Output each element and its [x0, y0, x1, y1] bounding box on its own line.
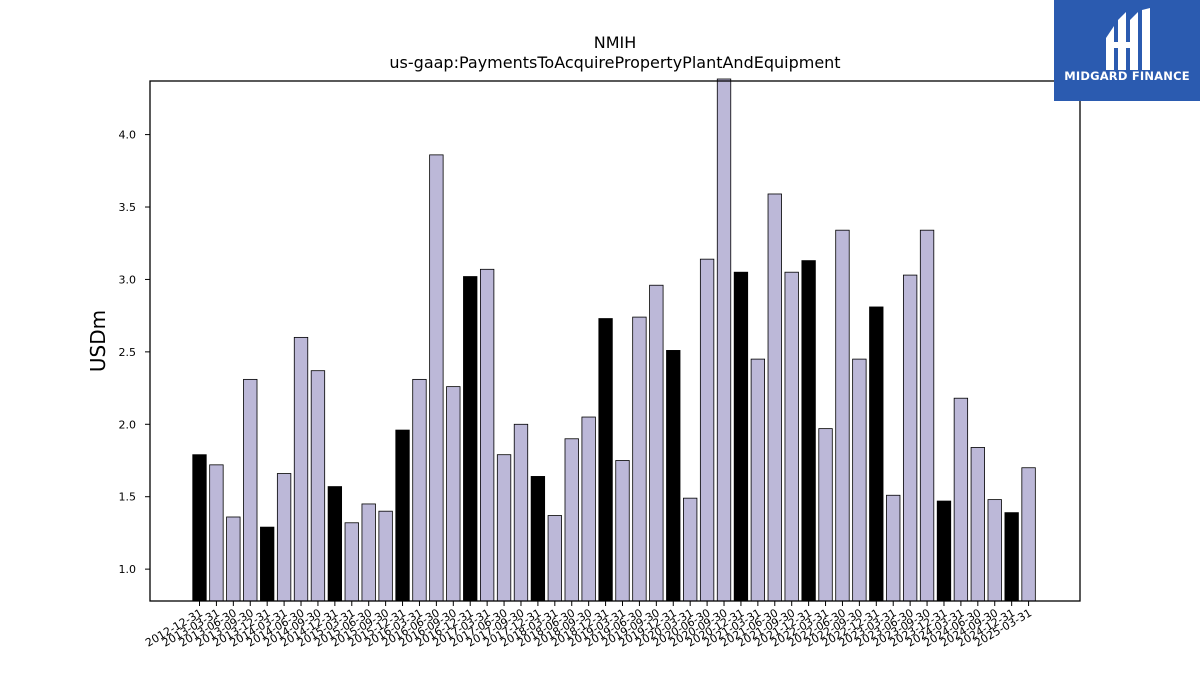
y-axis-label: USDm — [86, 310, 110, 372]
bar — [293, 336, 309, 602]
bar — [463, 276, 478, 602]
logo-mark-icon — [1106, 8, 1150, 70]
bar — [987, 499, 1002, 602]
y-ticks: 1.0 1.5 2.0 2.5 3.0 3.5 4.0 — [119, 129, 150, 576]
bar — [767, 193, 782, 602]
bar — [547, 515, 562, 602]
bar — [395, 429, 410, 602]
bar — [226, 516, 241, 602]
chart-title: NMIH — [594, 33, 637, 52]
midgard-finance-logo: MIDGARD FINANCE — [1054, 0, 1200, 101]
y-tick-label: 1.0 — [119, 563, 137, 576]
y-tick-label: 3.0 — [119, 273, 137, 286]
y-tick-label: 2.0 — [119, 418, 137, 431]
bar — [209, 464, 224, 602]
bar — [260, 526, 275, 602]
bar — [1021, 467, 1036, 602]
bar — [936, 500, 952, 602]
bar — [902, 274, 918, 602]
y-tick-label: 4.0 — [119, 129, 137, 142]
y-tick-label: 3.5 — [119, 201, 137, 214]
bar — [530, 476, 546, 602]
bar — [564, 438, 579, 602]
bar — [598, 318, 613, 602]
y-tick-label: 1.5 — [119, 491, 137, 504]
bar — [327, 486, 343, 602]
logo-text: MIDGARD FINANCE — [1064, 69, 1190, 83]
bar — [310, 370, 326, 602]
bars-group — [192, 78, 1036, 602]
bar — [801, 260, 816, 602]
bar — [784, 271, 799, 602]
bar — [412, 378, 427, 602]
x-ticks: 2012-12-312013-03-312013-06-302013-09-30… — [143, 601, 1034, 650]
bar — [1004, 512, 1019, 602]
bar — [649, 284, 664, 602]
bar — [632, 316, 647, 602]
bar — [869, 306, 884, 602]
bar — [429, 154, 444, 602]
plot-frame — [149, 80, 1081, 602]
bar — [683, 497, 698, 602]
bar — [699, 258, 715, 602]
chart-subtitle: us-gaap:PaymentsToAcquirePropertyPlantAn… — [389, 53, 840, 72]
bar — [818, 428, 833, 602]
bar — [192, 454, 207, 602]
bar — [513, 423, 529, 602]
bar — [615, 460, 630, 602]
bar — [733, 271, 749, 602]
bar — [953, 397, 969, 602]
bar — [243, 378, 258, 602]
bar — [361, 503, 376, 602]
bar — [496, 454, 512, 602]
bar — [970, 447, 985, 602]
bar — [479, 268, 495, 602]
bar — [835, 229, 850, 602]
bar — [378, 510, 393, 602]
bar — [919, 229, 935, 602]
bar — [716, 78, 732, 602]
bar — [344, 522, 359, 602]
bar — [581, 416, 596, 602]
bar — [446, 386, 461, 602]
bar — [666, 350, 681, 602]
bar — [276, 473, 292, 602]
bar — [852, 358, 867, 602]
y-tick-label: 2.5 — [119, 346, 137, 359]
bar — [886, 494, 901, 602]
bar — [750, 358, 766, 602]
